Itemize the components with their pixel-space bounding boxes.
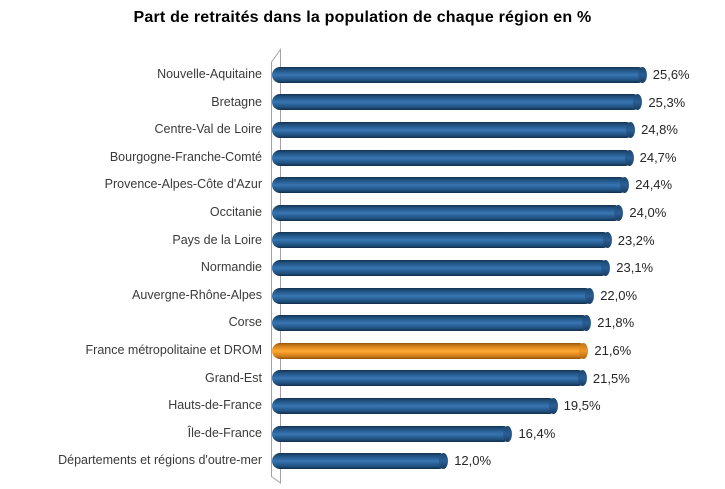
category-label: Centre-Val de Loire [154,122,262,137]
value-label: 25,3% [648,94,686,110]
value-label: 23,2% [617,232,655,248]
chart-row: Hauts-de-France 19,5% [0,392,725,420]
category-label: Nouvelle-Aquitaine [157,67,262,81]
chart-row: Corse 21,8% [0,309,725,337]
value-label: 21,6% [594,342,632,358]
chart-row: Île-de-France 16,4% [0,420,725,448]
chart-row: Bretagne 25,3% [0,89,725,117]
category-label: Bretagne [211,94,262,109]
value-label: 24,4% [635,177,673,193]
category-label: Grand-Est [205,370,262,385]
category-label: Normandie [200,260,262,275]
bar-end-cap-icon [585,287,595,304]
category-label: Corse [228,315,262,330]
bar-end-cap-icon [620,177,630,194]
bar [272,370,587,387]
bar [272,397,558,414]
value-label: 16,4% [518,425,556,441]
bar-end-cap-icon [548,397,558,414]
chart-row: Grand-Est 21,5% [0,365,725,393]
bar-end-cap-icon [602,232,612,249]
bar-end-cap-icon [633,94,643,111]
bar [272,121,636,138]
bar [272,453,449,470]
bar-end-cap-icon [614,204,624,221]
value-label: 12,0% [454,453,492,469]
category-label: France métropolitaine et DROM [85,342,262,357]
chart-title: Part de retraités dans la population de … [133,9,592,26]
chart-row: Provence-Alpes-Côte d'Azur 24,4% [0,171,725,199]
bar-end-cap-icon [439,453,449,470]
value-label: 23,1% [616,260,654,276]
value-label: 24,8% [641,122,678,138]
chart-row: Occitanie 24,0% [0,199,725,227]
category-label: Occitanie [209,204,262,219]
chart-row: Auvergne-Rhône-Alpes 22,0% [0,282,725,310]
category-label: Provence-Alpes-Côte d'Azur [104,177,262,192]
bar-end-cap-icon [624,149,634,166]
bar-end-cap-icon [579,342,589,359]
value-label: 25,6% [652,67,690,82]
bar [272,66,647,83]
category-label: Bourgogne-Franche-Comté [109,149,262,164]
bar-end-cap-icon [582,315,592,332]
bar-end-cap-icon [637,66,647,83]
category-label: Auvergne-Rhône-Alpes [132,287,262,302]
chart-row: Centre-Val de Loire 24,8% [0,116,725,144]
chart-row: Bourgogne-Franche-Comté 24,7% [0,144,725,172]
bar [272,287,595,304]
chart-row: Normandie 23,1% [0,254,725,282]
value-label: 21,5% [592,370,630,386]
chart-rows: Nouvelle-Aquitaine 25,6% Bretagne 25,3% Cent… [0,61,725,475]
bar [272,177,630,194]
bar-end-cap-icon [601,259,611,276]
chart-row: Pays de la Loire 23,2% [0,227,725,255]
bar-end-cap-icon [577,370,587,387]
value-label: 21,8% [597,315,635,331]
chart-row: Départements et régions d'outre-mer 12,0% [0,447,725,475]
chart-row: France métropolitaine et DROM 21,6% [0,337,725,365]
category-label: Hauts-de-France [168,398,262,413]
category-label: Départements et régions d'outre-mer [58,453,262,468]
bar-end-cap-icon [503,425,513,442]
value-label: 19,5% [563,398,601,414]
chart-row: Nouvelle-Aquitaine 25,6% [0,61,725,89]
bar [272,149,634,166]
category-label: Pays de la Loire [172,232,262,247]
value-label: 22,0% [600,287,638,303]
bar-highlight [272,342,589,359]
value-label: 24,0% [629,204,667,220]
bar [272,94,643,111]
bar [272,425,513,442]
bar [272,232,612,249]
bar-end-cap-icon [626,121,636,138]
bar [272,204,624,221]
category-label: Île-de-France [187,425,262,440]
value-label: 24,7% [639,149,677,165]
bar [272,315,592,332]
bar [272,259,611,276]
